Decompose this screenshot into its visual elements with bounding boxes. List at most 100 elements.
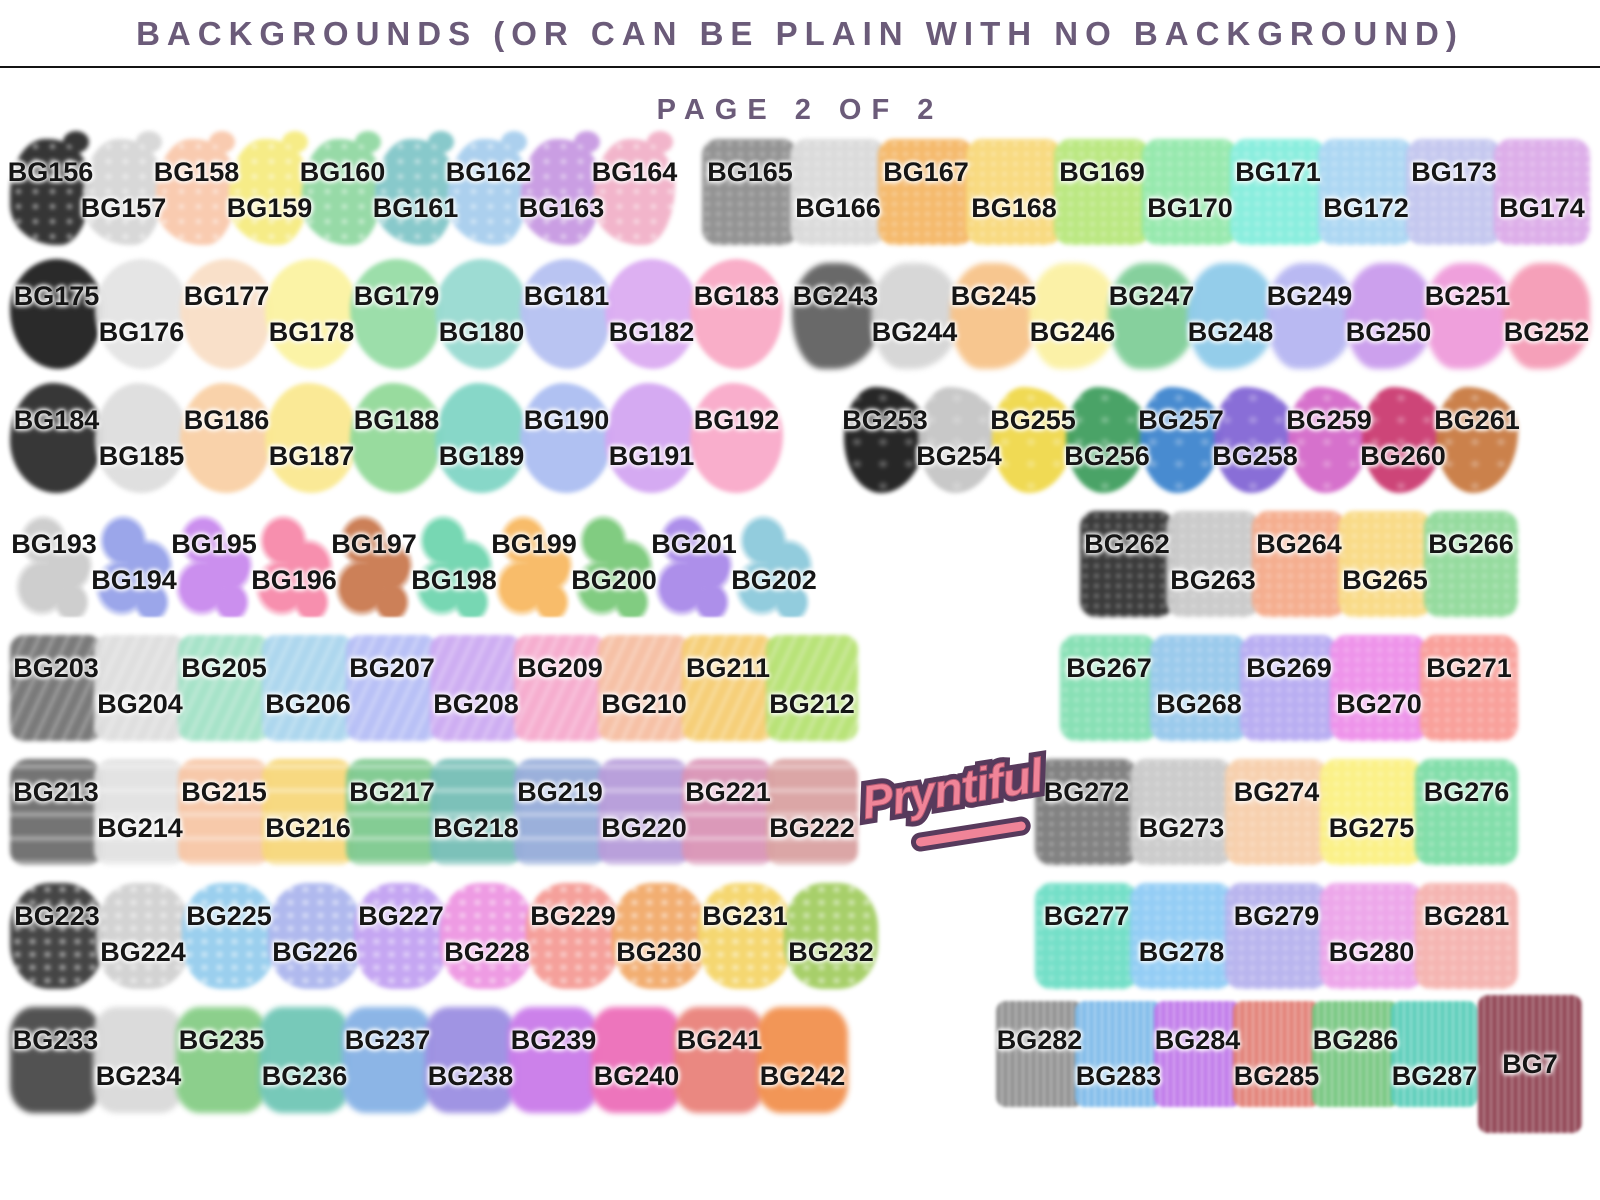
watercolor-swatch-art [1066,387,1148,494]
swatch-label: BG258 [1212,441,1298,472]
swatch-label: BG221 [685,777,771,808]
swatch-group: BG203 BG204 BG205 BG206 BG207 BG208 BG20… [10,629,858,743]
swatch-bg178: BG178 [265,257,358,371]
swatch-label: BG195 [171,529,257,560]
watercolor-swatch-art [1312,1001,1399,1108]
watercolor-swatch-art [265,259,358,370]
swatch-group: BG282 BG283 BG284 BG285 BG286 BG287 BG7 [996,995,1586,1134]
watercolor-swatch-art [425,1007,516,1114]
swatch-bg232: BG232 [784,877,878,991]
watercolor-swatch-art [521,131,602,246]
swatch-label: BG286 [1312,1025,1399,1056]
swatch-label: BG186 [183,405,270,436]
watercolor-swatch-art [605,383,698,494]
swatch-bg171: BG171 [1230,133,1326,247]
swatch-bg231: BG231 [698,877,792,991]
swatch-bg195: BG195 [171,505,257,619]
swatch-row: BG203 BG204 BG205 BG206 BG207 BG208 BG20… [10,629,1586,753]
swatch-bg241: BG241 [674,1001,765,1115]
swatch-label: BG249 [1266,281,1353,312]
watercolor-swatch-art [1130,883,1233,990]
swatch-group: BG156 BG157 BG158 BG159 BG160 BG161 BG16… [8,131,677,247]
swatch-bg285: BG285 [1233,1001,1320,1115]
swatch-label: BG176 [98,317,185,348]
watercolor-swatch-art [1233,1001,1320,1108]
swatch-label: BG227 [358,901,444,932]
watercolor-swatch-art [1035,883,1138,990]
watercolor-swatch-art [526,883,620,990]
swatch-bg263: BG263 [1166,505,1260,619]
watercolor-swatch-art [1436,387,1518,494]
watercolor-swatch-art [698,883,792,990]
swatch-label: BG266 [1428,529,1514,560]
watercolor-swatch-art [1320,883,1423,990]
swatch-bg179: BG179 [350,257,443,371]
swatch-bg157: BG157 [81,131,166,247]
swatch-label: BG165 [707,157,793,188]
swatch-label: BG271 [1426,653,1512,684]
swatch-label: BG242 [759,1061,846,1092]
swatch-label: BG236 [261,1061,348,1092]
watercolor-swatch-art [1420,635,1518,742]
swatch-row: BG193 BG194 BG195 BG196 BG197 BG198 BG19… [11,505,1586,629]
swatch-bg273: BG273 [1130,753,1233,867]
swatch-bg161: BG161 [373,131,458,247]
watercolor-swatch-art [93,1007,184,1114]
swatch-label: BG174 [1499,193,1585,224]
watercolor-swatch-art [1142,139,1238,246]
swatch-label: BG281 [1423,901,1510,932]
watercolor-swatch-art [520,259,613,370]
watercolor-swatch-art [784,883,878,990]
swatch-bg251: BG251 [1424,257,1511,371]
swatch-label: BG237 [344,1025,431,1056]
watercolor-swatch-art [350,259,443,370]
watercolor-swatch-art [1266,263,1353,370]
swatch-label: BG192 [693,405,780,436]
watercolor-swatch-art [1130,759,1233,866]
swatch-label: BG211 [685,653,771,684]
swatch-label: BG7 [1502,1049,1558,1080]
watercolor-swatch-art [690,383,783,494]
swatch-label: BG257 [1138,405,1224,436]
swatch-bg205: BG205 [178,629,270,743]
swatch-bg189: BG189 [435,381,528,495]
swatch-label: BG212 [769,689,855,720]
watercolor-swatch-art [410,511,498,617]
swatch-label: BG215 [181,777,267,808]
swatch-label: BG224 [100,937,186,968]
watercolor-swatch-art [1391,1001,1478,1108]
swatch-bg287: BG287 [1391,1001,1478,1115]
watercolor-swatch-art [996,1001,1083,1108]
watercolor-swatch-art [1406,139,1502,246]
watercolor-swatch-art [1150,635,1248,742]
swatch-bg203: BG203 [10,629,102,743]
swatch-label: BG234 [95,1061,182,1092]
swatch-bg236: BG236 [259,1001,350,1115]
swatch-bg214: BG214 [94,753,186,867]
swatch-label: BG205 [181,653,267,684]
watercolor-swatch-art [1140,387,1222,494]
swatch-label: BG156 [7,157,94,188]
swatch-bg226: BG226 [268,877,362,991]
watercolor-swatch-art [262,759,354,866]
swatch-label: BG202 [731,565,817,596]
watercolor-swatch-art [10,383,103,494]
watercolor-swatch-art [250,511,338,617]
swatch-bg284: BG284 [1154,1001,1241,1115]
swatch-bg198: BG198 [411,505,497,619]
watercolor-swatch-art [570,511,658,617]
swatch-bg227: BG227 [354,877,448,991]
swatch-label: BG157 [80,193,167,224]
swatch-label: BG235 [178,1025,265,1056]
swatch-label: BG181 [523,281,610,312]
swatch-label: BG209 [517,653,603,684]
swatch-bg197: BG197 [331,505,417,619]
swatch-bg255: BG255 [990,381,1076,495]
watercolor-swatch-art [612,883,706,990]
watercolor-swatch-art [83,131,164,246]
swatch-bg237: BG237 [342,1001,433,1115]
swatch-group: BG165 BG166 BG167 BG168 BG169 BG170 BG17… [702,133,1590,247]
swatch-label: BG222 [769,813,855,844]
swatch-bg245: BG245 [950,257,1037,371]
swatch-label: BG213 [13,777,99,808]
